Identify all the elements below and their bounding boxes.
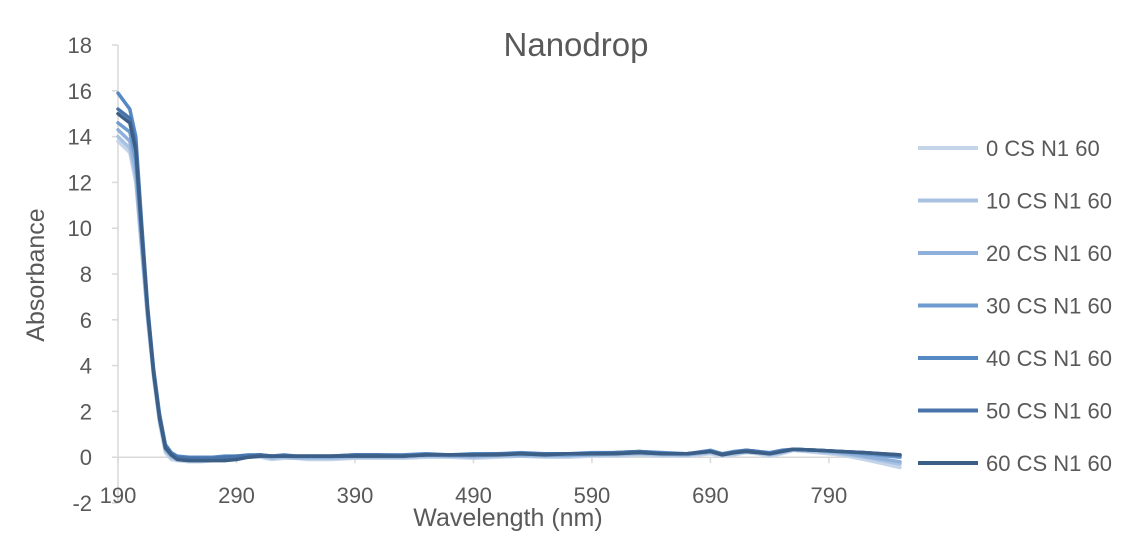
series-lines xyxy=(116,91,902,470)
series-line-2 xyxy=(116,127,902,464)
legend: 0 CS N1 60 10 CS N1 60 20 CS N1 60 30 CS N1… xyxy=(918,136,1112,476)
legend-label: 30 CS N1 60 xyxy=(986,294,1112,319)
legend-label: 20 CS N1 60 xyxy=(986,241,1112,266)
x-tick-label: 490 xyxy=(455,483,492,508)
legend-label: 0 CS N1 60 xyxy=(986,136,1100,161)
y-tick-label: -2 xyxy=(72,491,92,516)
x-tick-label: 190 xyxy=(100,483,137,508)
series-line-6 xyxy=(116,111,902,463)
x-tick-label: 790 xyxy=(811,483,848,508)
y-tick-label: 4 xyxy=(80,354,92,379)
y-tick-label: 18 xyxy=(68,33,92,58)
legend-label: 60 CS N1 60 xyxy=(986,451,1112,476)
x-axis-title: Wavelength (nm) xyxy=(413,504,602,532)
x-tick-label: 590 xyxy=(574,483,611,508)
series-line-4 xyxy=(116,91,902,459)
axes: -2 0 2 4 6 8 10 12 14 16 18 190 290 390 490 590 690 790 xyxy=(68,33,900,516)
legend-label: 50 CS N1 60 xyxy=(986,399,1112,424)
y-tick-label: 14 xyxy=(68,125,92,150)
y-tick-label: 12 xyxy=(68,170,92,195)
series-line-0 xyxy=(116,139,902,470)
y-axis-title: Absorbance xyxy=(22,208,50,341)
series-line-3 xyxy=(116,121,902,461)
series-line-1 xyxy=(116,134,902,466)
x-tick-label: 390 xyxy=(337,483,374,508)
x-tick-label: 290 xyxy=(218,483,255,508)
legend-label: 40 CS N1 60 xyxy=(986,346,1112,371)
y-tick-label: 8 xyxy=(80,262,92,287)
y-tick-label: 16 xyxy=(68,79,92,104)
y-tick-label: 10 xyxy=(68,216,92,241)
series-line-5 xyxy=(116,107,902,461)
y-tick-label: 0 xyxy=(80,445,92,470)
y-tick-label: 6 xyxy=(80,308,92,333)
legend-label: 10 CS N1 60 xyxy=(986,189,1112,214)
y-tick-label: 2 xyxy=(80,399,92,424)
x-tick-label: 690 xyxy=(692,483,729,508)
chart-title: Nanodrop xyxy=(504,26,649,63)
